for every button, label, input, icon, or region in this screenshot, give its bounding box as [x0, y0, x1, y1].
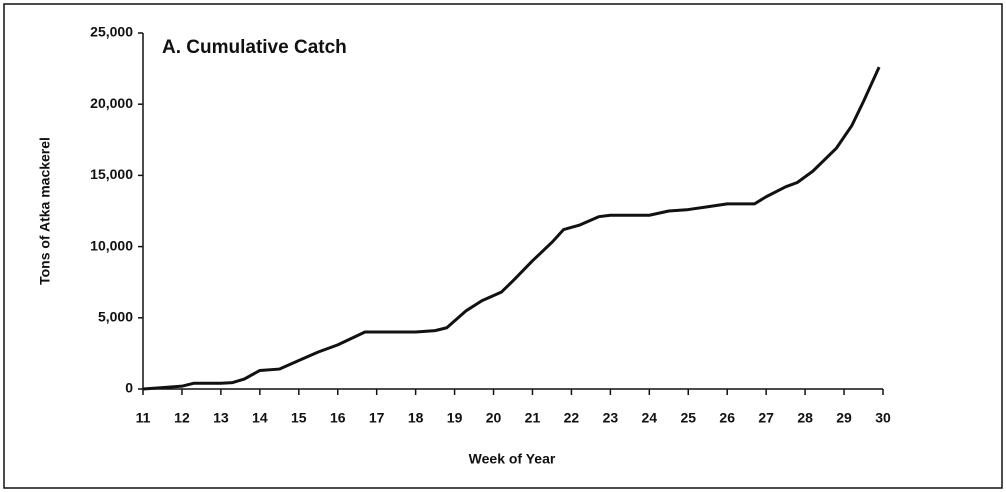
y-tick-label: 15,000 — [90, 166, 133, 182]
x-tick-label: 30 — [875, 410, 891, 426]
y-tick-label: 0 — [125, 380, 133, 396]
x-tick-label: 29 — [836, 410, 852, 426]
x-tick-label: 22 — [564, 410, 580, 426]
y-tick-label: 25,000 — [90, 24, 133, 40]
y-tick-label: 5,000 — [98, 309, 133, 325]
x-tick-label: 11 — [136, 410, 151, 426]
y-tick-label: 10,000 — [90, 237, 133, 253]
x-tick-label: 23 — [603, 410, 619, 426]
y-tick-label: 20,000 — [90, 95, 133, 111]
y-axis-label: Tons of Atka mackerel — [37, 137, 53, 285]
x-tick-label: 12 — [174, 410, 190, 426]
chart-title: A. Cumulative Catch — [162, 37, 347, 58]
x-tick-label: 13 — [213, 410, 229, 426]
x-tick-label: 28 — [797, 410, 813, 426]
frame — [3, 3, 1003, 489]
x-tick-label: 20 — [486, 410, 502, 426]
x-tick-label: 24 — [642, 410, 658, 426]
x-tick-label: 14 — [252, 410, 268, 426]
line — [142, 66, 881, 391]
x-tick-label: 25 — [680, 410, 696, 426]
x-tick-label: 15 — [291, 410, 307, 426]
x-tick-label: 26 — [719, 410, 735, 426]
x-tick-label: 16 — [330, 410, 346, 426]
x-axis-label: Week of Year — [469, 451, 556, 467]
x-tick-label: 21 — [525, 410, 541, 426]
x-tick-label: 18 — [408, 410, 424, 426]
x-tick-label: 17 — [369, 410, 385, 426]
x-tick-label: 19 — [447, 410, 463, 426]
x-tick-label: 27 — [758, 410, 774, 426]
